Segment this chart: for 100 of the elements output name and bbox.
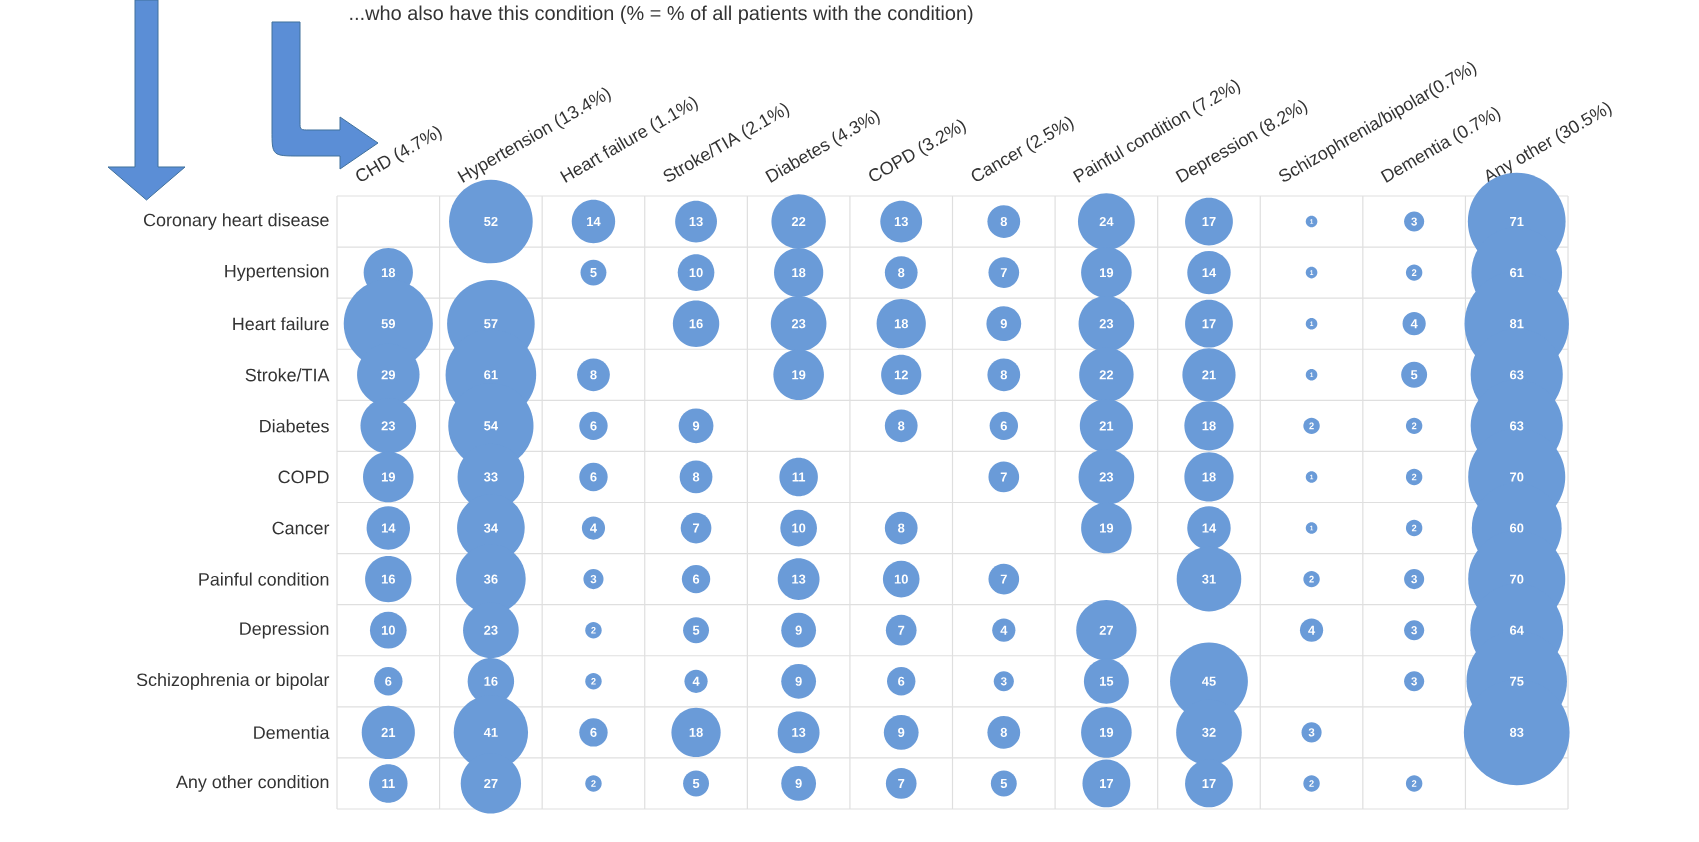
y-tick-label: Stroke/TIA	[245, 368, 330, 382]
data-label: 31	[1202, 574, 1216, 584]
data-label: 8	[898, 421, 905, 431]
data-label: 60	[1509, 523, 1524, 533]
data-label: 17	[1202, 319, 1216, 329]
data-label: 21	[1099, 421, 1114, 431]
data-label: 3	[1411, 677, 1417, 686]
data-label: 5	[692, 778, 700, 788]
data-label: 14	[1202, 268, 1217, 278]
data-label: 23	[1099, 472, 1114, 482]
data-label: 10	[792, 523, 806, 533]
data-label: 14	[1202, 523, 1217, 533]
data-label: 8	[1000, 370, 1008, 380]
y-tick-label: COPD	[278, 470, 329, 484]
data-label: 3	[1411, 217, 1417, 226]
data-label: 16	[484, 676, 498, 686]
chart-title: ...who also have this condition (% = % of all patients with the condition)	[350, 5, 973, 25]
data-label: 2	[1411, 422, 1417, 430]
data-label: 29	[381, 370, 396, 380]
data-label: 18	[381, 268, 396, 278]
data-label: 23	[484, 625, 498, 635]
data-label: 19	[1100, 523, 1114, 533]
data-label: 8	[898, 268, 905, 278]
data-label: 10	[894, 574, 908, 584]
data-label: 7	[898, 779, 905, 788]
y-tick-label: Coronary heart disease	[143, 213, 329, 230]
data-label: 34	[483, 523, 499, 533]
data-label: 17	[1202, 779, 1216, 788]
data-label: 5	[590, 268, 597, 278]
data-label: 15	[1100, 676, 1114, 686]
data-label: 8	[1000, 216, 1008, 227]
data-label: 6	[590, 421, 597, 431]
data-label: 11	[792, 472, 806, 482]
data-label: 18	[1202, 421, 1216, 431]
data-label: 81	[1509, 319, 1524, 329]
data-label: 9	[795, 676, 802, 686]
data-label: 19	[381, 472, 396, 482]
data-label: 11	[382, 779, 395, 788]
data-label: 71	[1510, 217, 1524, 226]
data-label: 5	[1410, 370, 1418, 380]
y-tick-label: Schizophrenia or bipolar	[136, 672, 330, 690]
y-tick-label: Dementia	[254, 725, 330, 739]
data-label: 19	[1100, 727, 1114, 737]
data-label: 19	[1100, 268, 1114, 278]
data-label: 9	[692, 421, 700, 431]
data-label: 23	[791, 319, 806, 329]
data-label: 9	[1000, 319, 1007, 329]
y-tick-label: Any other condition	[175, 775, 329, 792]
data-label: 16	[381, 574, 396, 584]
data-label: 52	[484, 216, 498, 227]
data-label: 18	[894, 319, 909, 329]
data-label: 2	[1411, 524, 1417, 532]
data-label: 59	[381, 319, 396, 329]
data-label: 33	[483, 472, 498, 482]
y-tick-label: Hypertension	[225, 264, 329, 281]
data-label: 14	[587, 217, 601, 226]
data-label: 9	[795, 625, 802, 635]
data-label: 3	[1411, 626, 1417, 635]
data-label: 18	[1202, 472, 1216, 482]
data-label: 57	[484, 319, 498, 329]
data-label: 27	[1099, 625, 1114, 635]
data-label: 4	[590, 523, 597, 533]
data-label: 13	[689, 216, 703, 227]
data-label: 9	[898, 727, 905, 737]
y-tick-label: Depression	[240, 621, 329, 639]
data-label: 2	[1309, 422, 1314, 430]
data-label: 3	[590, 575, 597, 584]
data-label: 2	[1309, 780, 1314, 787]
data-label: 23	[381, 421, 396, 431]
data-label: 16	[689, 319, 703, 329]
data-label: 7	[693, 523, 700, 533]
data-label: 6	[590, 472, 597, 482]
data-label: 4	[1410, 319, 1418, 329]
data-label: 9	[795, 778, 802, 789]
data-label: 19	[792, 370, 806, 380]
data-label: 18	[792, 268, 806, 278]
data-label: 13	[792, 727, 806, 737]
data-label: 2	[1411, 269, 1417, 276]
data-label: 5	[692, 625, 700, 635]
data-label: 70	[1510, 574, 1524, 584]
data-label: 6	[590, 727, 597, 737]
data-label: 3	[1308, 728, 1315, 737]
data-label: 61	[1509, 268, 1524, 278]
data-label: 4	[692, 676, 700, 686]
data-label: 6	[898, 676, 905, 686]
data-label: 7	[1000, 268, 1007, 278]
data-label: 14	[381, 523, 396, 533]
data-label: 21	[381, 727, 396, 737]
data-label: 22	[791, 217, 806, 227]
data-label: 7	[1000, 574, 1007, 584]
y-tick-label: Painful condition	[199, 572, 329, 586]
data-label: 2	[591, 780, 596, 787]
data-label: 2	[1411, 473, 1417, 481]
data-label: 8	[898, 523, 905, 533]
data-label: 6	[385, 676, 392, 686]
data-label: 22	[1099, 370, 1114, 380]
data-label: 8	[692, 472, 700, 482]
data-label: 64	[1509, 625, 1524, 635]
data-label: 2	[591, 626, 596, 634]
data-label: 54	[484, 421, 499, 431]
